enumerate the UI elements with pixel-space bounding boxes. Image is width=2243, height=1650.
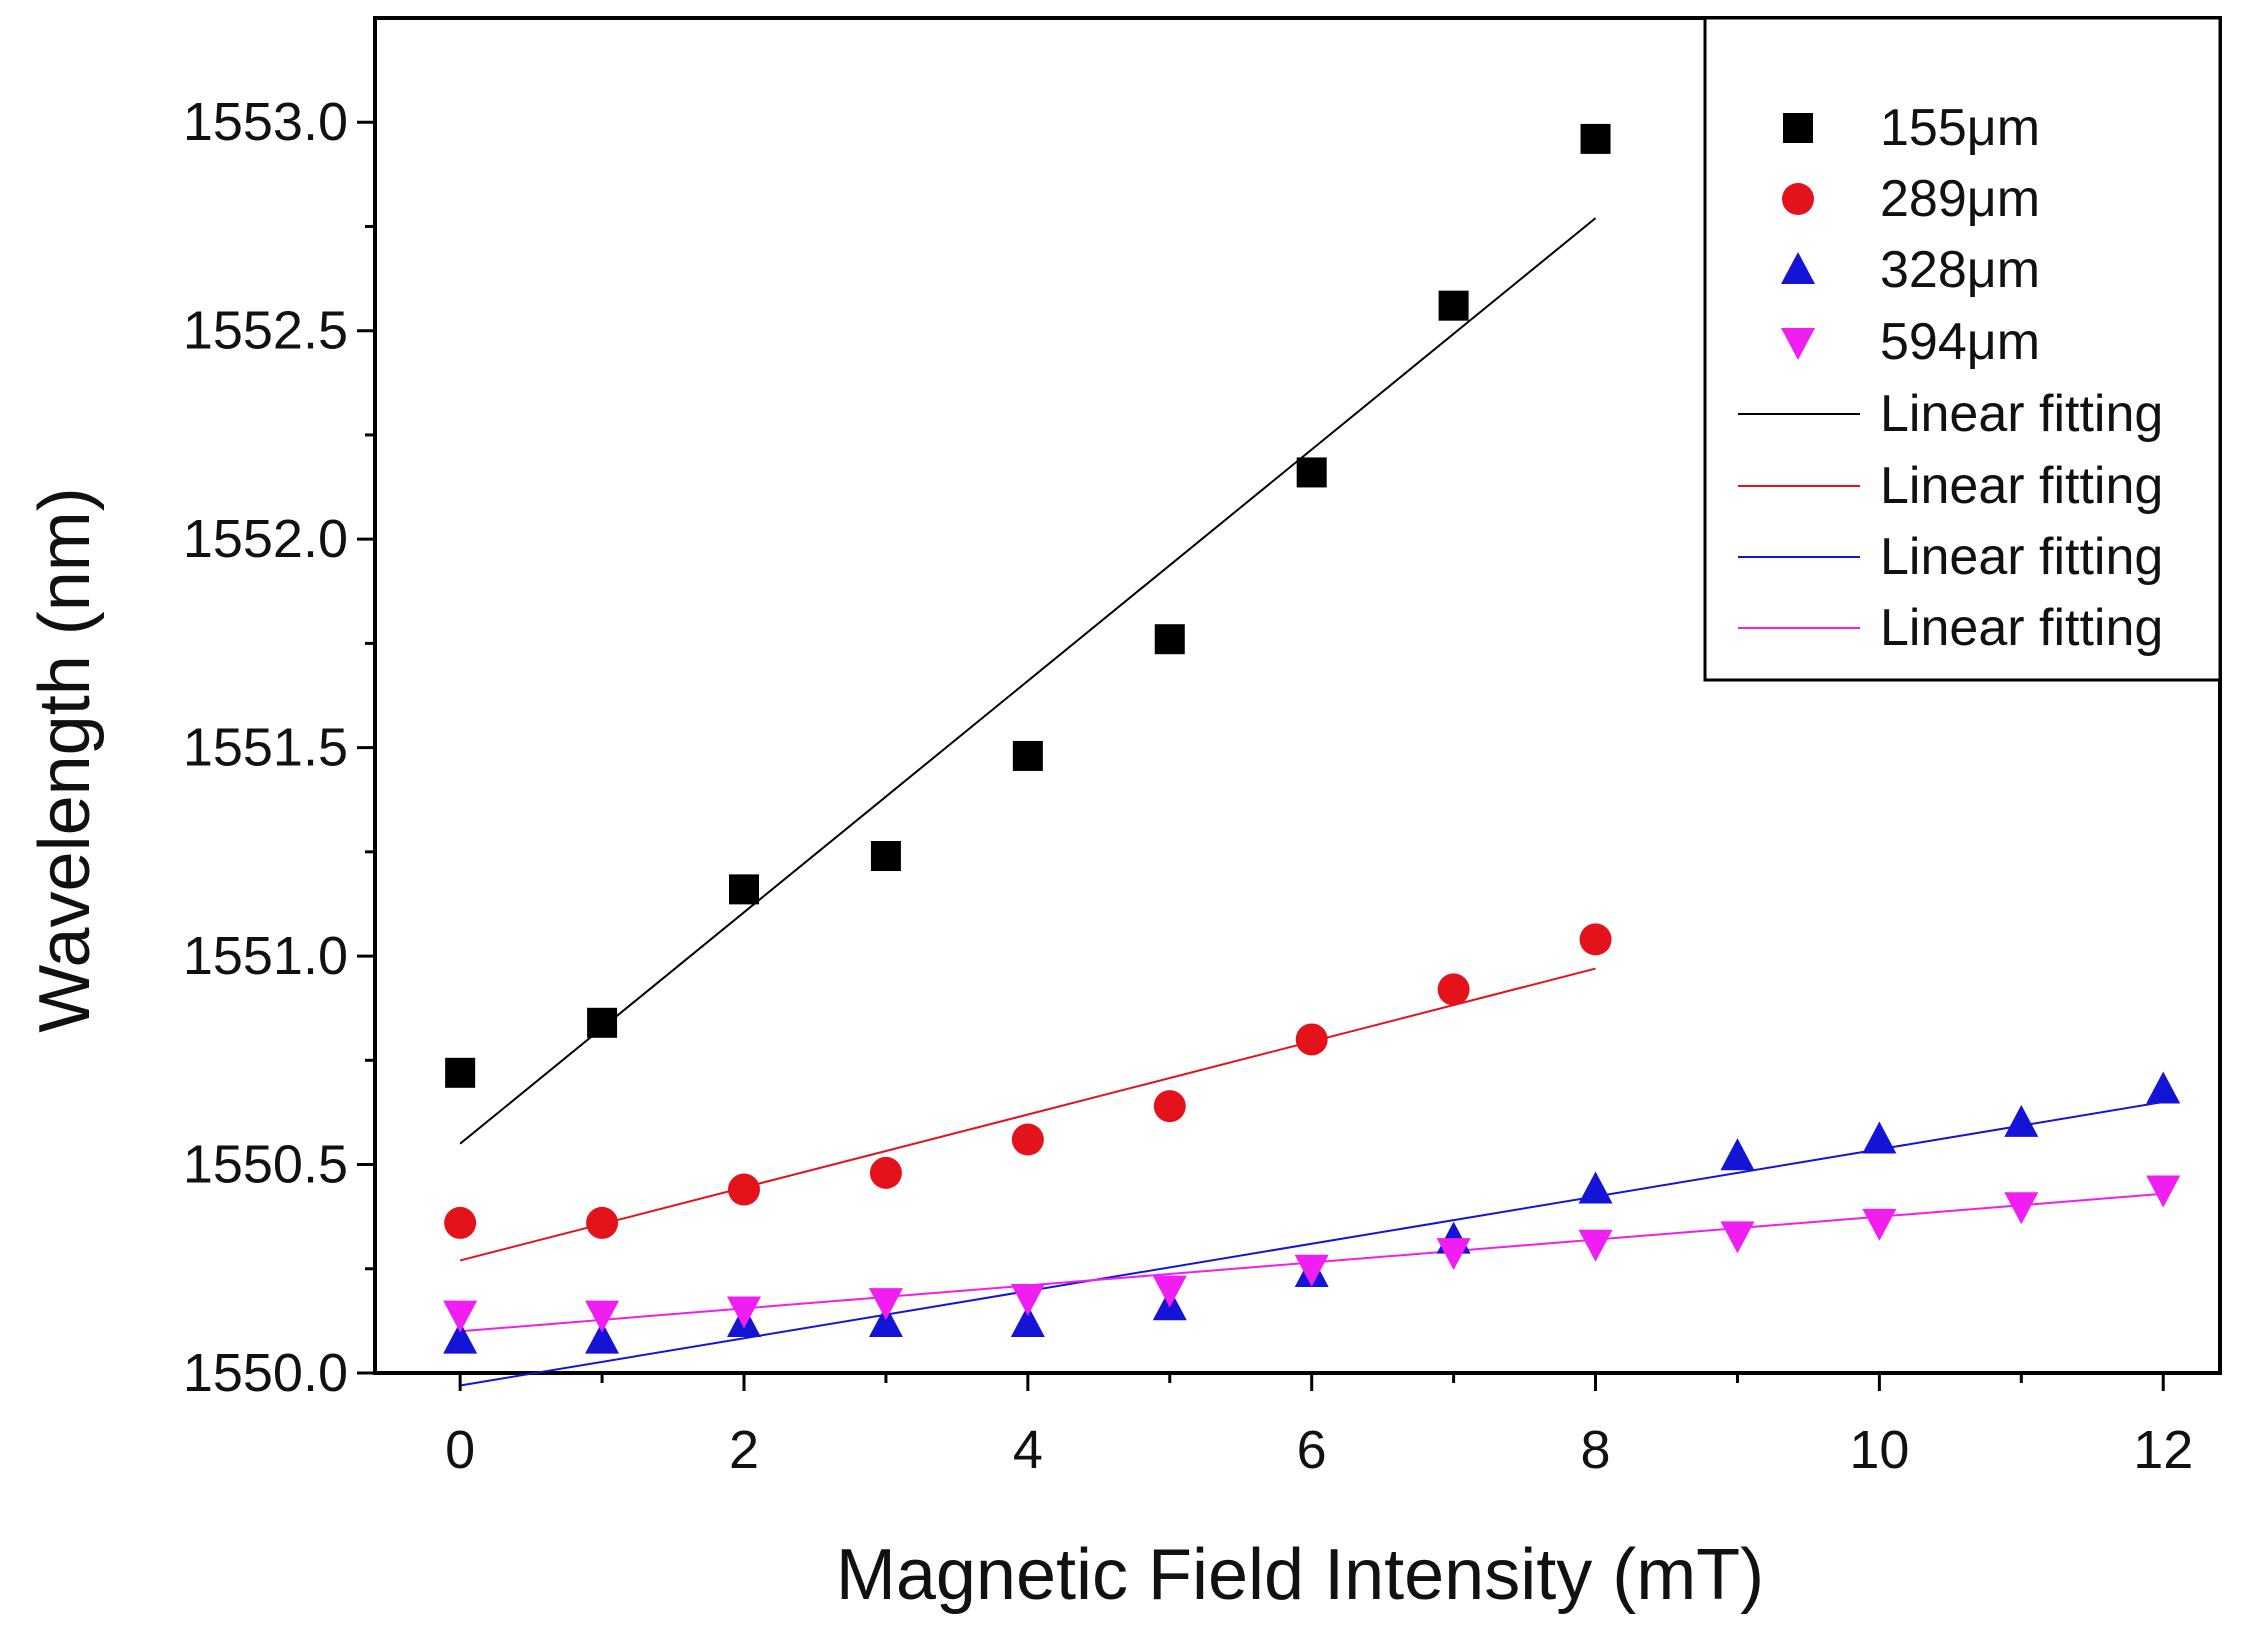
legend-marker-3 <box>1781 252 1815 284</box>
data-point-series2-2 <box>728 1173 760 1206</box>
x-tick-label: 4 <box>1013 1420 1043 1480</box>
x-tick-label: 2 <box>729 1420 759 1480</box>
data-point-series4-3 <box>868 1288 903 1321</box>
x-axis-title: Magnetic Field Intensity (mT) <box>835 1535 1765 1615</box>
y-tick-label: 1552.5 <box>183 301 348 361</box>
data-point-series3-11 <box>2004 1104 2039 1137</box>
data-point-series1-7 <box>1438 290 1469 321</box>
legend-fit-label-1: Linear fitting <box>1880 385 2163 443</box>
axis-ticks: 0 2 4 6 8 10 12 1550.0 1550.5 1551.0 1551.5 1552.0 1… <box>183 92 2193 1480</box>
data-point-series3-3 <box>868 1304 903 1337</box>
data-point-series2-8 <box>1579 923 1612 956</box>
data-point-series2-7 <box>1437 973 1470 1006</box>
data-point-series1-6 <box>1296 457 1327 488</box>
data-point-series2-3 <box>869 1156 902 1189</box>
legend-label-1: 155μm <box>1880 99 2040 157</box>
data-point-series2-5 <box>1153 1090 1186 1123</box>
data-point-series3-0 <box>443 1321 478 1354</box>
data-point-series4-11 <box>2004 1192 2039 1225</box>
legend-label-3: 328μm <box>1880 241 2040 299</box>
data-point-series2-1 <box>586 1206 619 1239</box>
data-point-series4-0 <box>443 1300 478 1333</box>
y-tick-label: 1552.0 <box>183 509 348 569</box>
y-tick-label: 1550.0 <box>183 1343 348 1403</box>
data-point-series4-1 <box>585 1300 620 1333</box>
legend: 155μm 289μm 328μm 594μm Linear fitting Linear… <box>1703 16 2222 682</box>
x-tick-label: 12 <box>2133 1420 2193 1480</box>
y-tick-label: 1551.5 <box>183 718 348 778</box>
x-tick-label: 8 <box>1581 1420 1611 1480</box>
data-markers <box>443 123 2181 1354</box>
data-point-series4-6 <box>1294 1254 1329 1287</box>
data-point-series4-12 <box>2146 1175 2181 1208</box>
y-axis-title: Wavelength (nm) <box>25 487 105 1033</box>
data-point-series3-9 <box>1720 1138 1755 1171</box>
y-tick-label: 1551.0 <box>183 926 348 986</box>
legend-marker-1 <box>1783 113 1813 143</box>
legend-label-2: 289μm <box>1880 170 2040 228</box>
data-point-series3-4 <box>1010 1304 1045 1337</box>
fit-line-3 <box>459 1101 2164 1387</box>
data-point-series1-4 <box>1012 740 1043 771</box>
data-point-series1-0 <box>445 1057 476 1088</box>
data-point-series4-8 <box>1578 1229 1613 1262</box>
data-point-series4-2 <box>727 1296 761 1329</box>
data-point-series1-2 <box>729 874 759 905</box>
legend-fit-label-2: Linear fitting <box>1880 457 2163 515</box>
fit-line-2 <box>459 967 1596 1262</box>
data-point-series4-10 <box>1862 1208 1897 1241</box>
fit-line-1 <box>459 217 1597 1145</box>
x-tick-label: 6 <box>1297 1420 1327 1480</box>
y-tick-label: 1550.5 <box>183 1135 348 1195</box>
legend-marker-4 <box>1781 328 1815 360</box>
data-point-series3-8 <box>1578 1171 1613 1204</box>
data-point-series3-10 <box>1862 1121 1897 1154</box>
data-point-series1-8 <box>1580 123 1611 154</box>
data-point-series4-5 <box>1152 1275 1187 1308</box>
data-point-series4-9 <box>1720 1221 1755 1254</box>
plot-frame <box>373 16 2222 1375</box>
data-point-series1-1 <box>587 1007 618 1038</box>
legend-fit-label-4: Linear fitting <box>1880 599 2163 657</box>
data-point-series1-5 <box>1154 624 1185 655</box>
legend-fit-label-3: Linear fitting <box>1880 528 2163 586</box>
data-point-series2-0 <box>444 1206 477 1239</box>
legend-label-4: 594μm <box>1880 313 2040 371</box>
data-point-series2-4 <box>1011 1123 1044 1156</box>
data-point-series3-12 <box>2146 1071 2181 1104</box>
y-tick-label: 1553.0 <box>183 92 348 152</box>
data-point-series4-7 <box>1436 1238 1471 1271</box>
data-point-series3-1 <box>585 1321 620 1354</box>
data-point-series1-3 <box>870 841 901 872</box>
data-point-series4-4 <box>1010 1283 1045 1316</box>
x-tick-label: 0 <box>445 1420 475 1480</box>
legend-marker-2 <box>1782 183 1814 215</box>
data-point-series2-6 <box>1295 1023 1328 1056</box>
x-tick-label: 10 <box>1849 1420 1909 1480</box>
